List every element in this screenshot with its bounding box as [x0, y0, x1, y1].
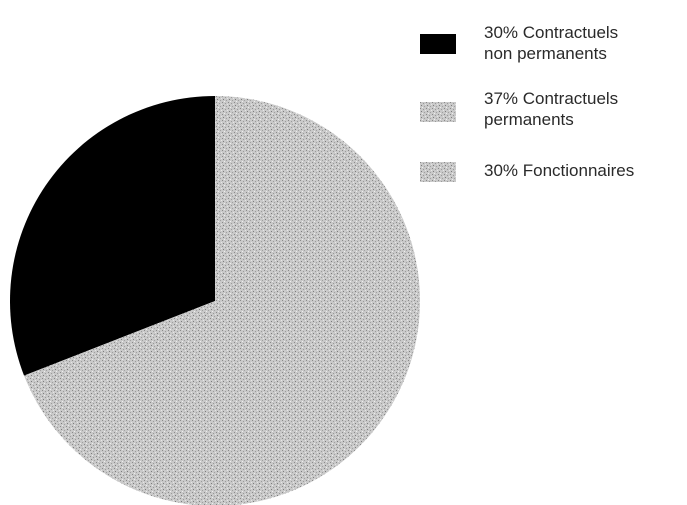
legend-label-contractuels-non-permanents: 30% Contractuels non permanents [484, 23, 619, 63]
legend-label-fonctionnaires: 30% Fonctionnaires [484, 161, 635, 180]
pie-slice-contractuels-permanents [24, 301, 406, 505]
legend-swatch-contractuels-non-permanents [420, 34, 456, 54]
pie-slice-contractuels-non-permanents [9, 96, 216, 376]
legend-swatch-contractuels-permanents [420, 102, 456, 122]
pie-slices [9, 96, 420, 505]
pie-slice-fonctionnaires [215, 96, 420, 376]
legend-swatch-fonctionnaires [420, 162, 456, 182]
legend-label-contractuels-permanents: 37% Contractuels permanents [484, 89, 619, 129]
